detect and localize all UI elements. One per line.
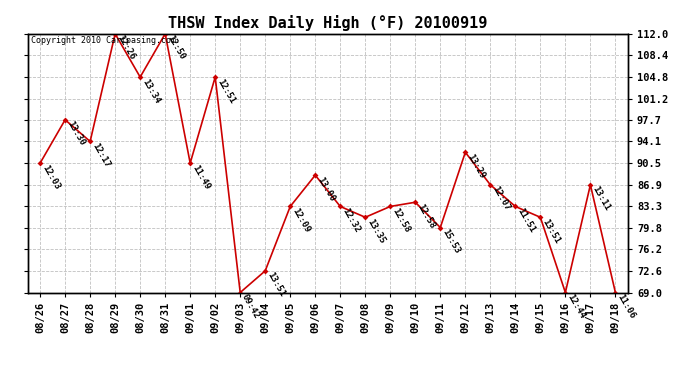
Text: 15:53: 15:53 [440, 228, 462, 255]
Text: 12:58: 12:58 [415, 202, 437, 230]
Text: 13:29: 13:29 [465, 152, 486, 180]
Title: THSW Index Daily High (°F) 20100919: THSW Index Daily High (°F) 20100919 [168, 15, 487, 31]
Text: 13:30: 13:30 [65, 120, 86, 148]
Text: 13:51: 13:51 [265, 271, 286, 298]
Text: 13:11: 13:11 [591, 185, 611, 213]
Text: 09:42: 09:42 [240, 292, 262, 320]
Text: 13:51: 13:51 [540, 217, 562, 245]
Text: 13:35: 13:35 [365, 217, 386, 245]
Text: 12:07: 12:07 [491, 185, 511, 213]
Text: 12:17: 12:17 [90, 141, 111, 169]
Text: 12:50: 12:50 [165, 34, 186, 62]
Text: 12:51: 12:51 [215, 77, 237, 105]
Text: 12:58: 12:58 [391, 207, 411, 234]
Text: 11:06: 11:06 [615, 292, 637, 320]
Text: 13:34: 13:34 [140, 77, 161, 105]
Text: 12:44: 12:44 [565, 292, 586, 320]
Text: Copyright 2010 Cartpasing.com: Copyright 2010 Cartpasing.com [30, 36, 175, 45]
Text: 11:49: 11:49 [190, 163, 211, 191]
Text: 13:00: 13:00 [315, 175, 337, 203]
Text: 12:32: 12:32 [340, 207, 362, 234]
Text: 12:03: 12:03 [40, 163, 61, 191]
Text: 12:09: 12:09 [290, 207, 311, 234]
Text: 11:51: 11:51 [515, 207, 537, 234]
Text: 12:26: 12:26 [115, 34, 137, 62]
